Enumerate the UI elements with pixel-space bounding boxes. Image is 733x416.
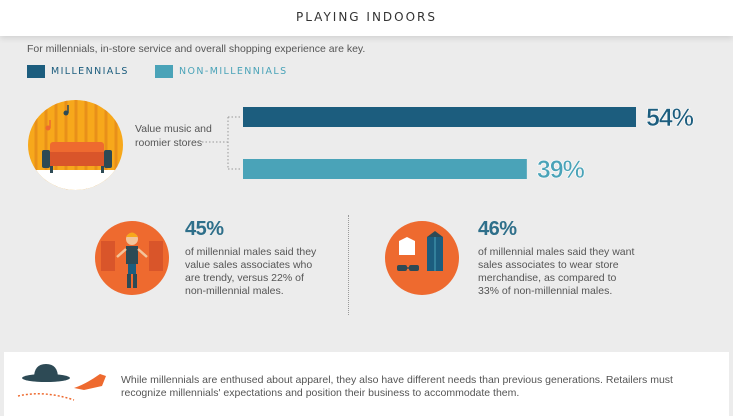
legend-swatch-non-millennials — [155, 65, 173, 78]
legend-swatch-millennials — [27, 65, 45, 78]
legend-label-millennials: MILLENNIALS — [51, 66, 129, 77]
bar-chart: 54% 39% — [202, 104, 695, 184]
store-merchandise-illustration — [385, 221, 459, 295]
associate-icon — [101, 232, 163, 288]
couch-illustration — [28, 100, 123, 190]
couch-icon — [28, 100, 123, 190]
intro-text: For millennials, in-store service and ov… — [27, 43, 366, 55]
footer-panel: While millennials are enthused about app… — [4, 352, 729, 416]
stat-value-merchandise: 46% — [478, 218, 517, 240]
stat-text-merchandise: of millennial males said they want sales… — [478, 246, 635, 297]
bar-millennials — [243, 107, 636, 127]
section-divider — [348, 215, 349, 315]
page-title: PLAYING INDOORS — [295, 10, 438, 24]
footer-text: While millennials are enthused about app… — [121, 374, 673, 399]
stat-value-trendy: 45% — [185, 218, 224, 240]
bar-value-label-non-millennials: 39% — [537, 156, 585, 184]
hat-shoe-icon — [17, 364, 106, 401]
stat-text-trendy: of millennial males said they value sale… — [185, 246, 317, 297]
bar-non-millennials — [243, 159, 527, 179]
bar-value-label-millennials: 54% — [646, 104, 694, 132]
legend-label-non-millennials: NON-MILLENNIALS — [179, 66, 288, 77]
bar-category-label: Value music and roomier stores — [135, 123, 212, 149]
merchandise-icon — [397, 231, 443, 271]
sales-associate-illustration — [95, 221, 169, 295]
chart-connector — [202, 116, 240, 170]
header-bar: PLAYING INDOORS — [0, 0, 733, 36]
